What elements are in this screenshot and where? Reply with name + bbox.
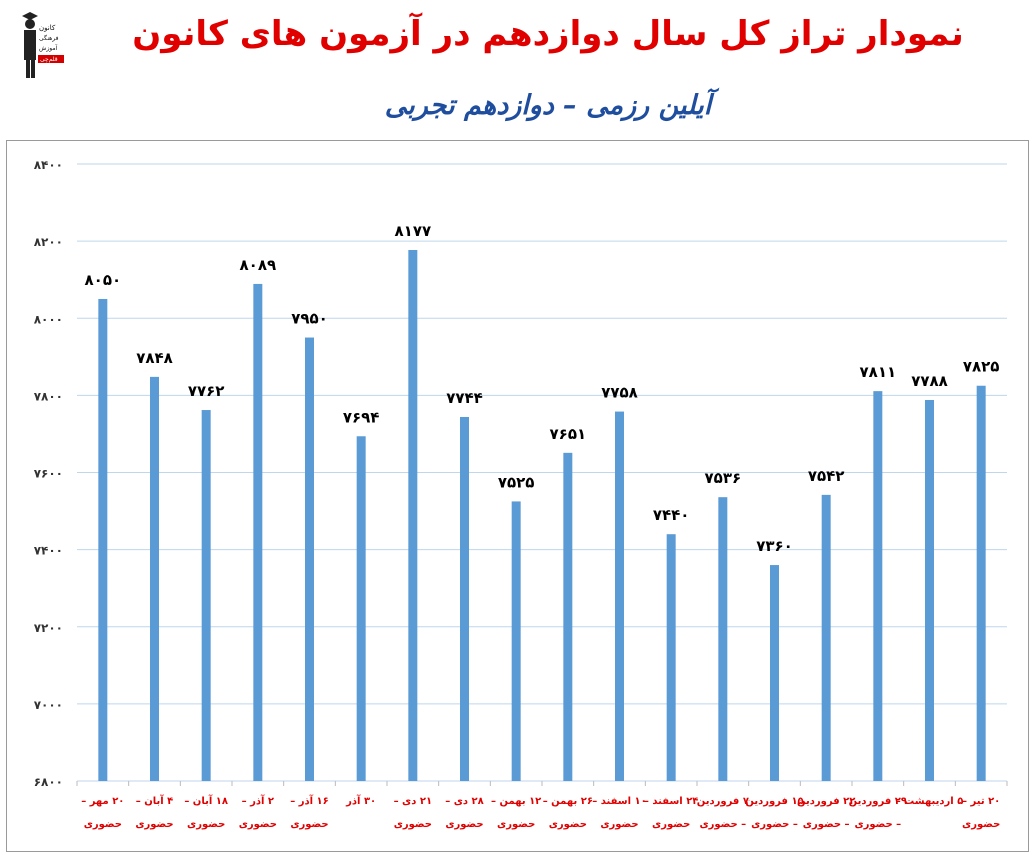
logo-text-1: کانون xyxy=(39,24,56,32)
x-tick-label: حضوری xyxy=(239,819,277,830)
y-tick-label: ۸۴۰۰ xyxy=(34,158,63,172)
x-tick-label: حضوری xyxy=(652,819,690,830)
grid-layer xyxy=(76,163,1008,786)
y-tick-label: ۶۸۰۰ xyxy=(34,775,63,789)
y-tick-label: ۸۰۰۰ xyxy=(34,312,63,326)
x-tick-label: حضوری xyxy=(290,819,328,830)
y-axis-ticks: ۶۸۰۰ ۷۰۰۰ ۷۲۰۰ ۷۴۰۰ ۷۶۰۰ ۷۸۰۰ ۸۰۰۰ ۸۲۰۰ ۸۴۰۰ xyxy=(34,158,63,789)
bar-value-label: ۷۷۸۸ xyxy=(911,372,948,390)
bar xyxy=(511,501,521,781)
bar xyxy=(150,376,159,781)
bar-value-label: ۷۸۱۱ xyxy=(860,363,897,381)
logo-text-4: قلم‌چی xyxy=(40,56,58,63)
bar xyxy=(563,452,573,781)
bar xyxy=(356,436,366,781)
x-tick-label: حضوری xyxy=(187,819,225,830)
bar xyxy=(770,565,779,781)
bar-value-label: ۷۴۴۰ xyxy=(653,506,690,524)
x-tick-label: ۲۶ بهمن – xyxy=(543,796,593,807)
x-tick-label: ۱۲ بهمن – xyxy=(491,796,541,807)
bar-value-label: ۷۵۴۲ xyxy=(808,467,845,485)
bar xyxy=(615,411,624,781)
x-tick-label: ۳۰ آذر xyxy=(345,794,376,807)
bar-value-label: ۸۱۷۷ xyxy=(395,222,432,240)
x-tick-label: ۲۲ فروردین xyxy=(797,796,855,807)
x-tick-label: حضوری xyxy=(497,819,535,830)
bar xyxy=(460,416,469,781)
bar xyxy=(201,410,211,781)
x-tick-label: ۵ اردیبهشت – xyxy=(896,796,964,807)
bar xyxy=(98,298,108,781)
bar-value-label: ۷۶۹۴ xyxy=(343,408,380,426)
x-tick-label: ۲ آذر – xyxy=(242,794,274,807)
bar xyxy=(666,534,676,781)
bar xyxy=(925,400,934,781)
bar-value-label: ۸۰۸۹ xyxy=(240,256,277,274)
chart-frame: ۶۸۰۰ ۷۰۰۰ ۷۲۰۰ ۷۴۰۰ ۷۶۰۰ ۷۸۰۰ ۸۰۰۰ ۸۲۰۰ ۸۴۰۰ ۸۰۵… xyxy=(6,140,1029,852)
bar-value-label: ۷۵۳۶ xyxy=(705,469,742,487)
x-axis-labels: ۲۰ مهر – حضوری ۴ آبان – حضوری ۱۸ آبان – حضوری… xyxy=(81,794,1000,830)
x-tick-label: ۱۰ اسفند – xyxy=(592,796,647,807)
bar xyxy=(821,494,831,781)
chart-subtitle: آیلین رزمی – دوازدهم تجربی xyxy=(384,90,712,121)
bar-value-label: ۷۹۵۰ xyxy=(291,310,328,328)
x-tick-label: – حضوری xyxy=(751,819,798,830)
x-tick-label: حضوری xyxy=(600,819,638,830)
x-tick-label: ۱۸ آبان – xyxy=(184,794,228,807)
y-tick-label: ۷۰۰۰ xyxy=(34,698,63,712)
bar-chart: ۶۸۰۰ ۷۰۰۰ ۷۲۰۰ ۷۴۰۰ ۷۶۰۰ ۷۸۰۰ ۸۰۰۰ ۸۲۰۰ ۸۴۰۰ ۸۰۵… xyxy=(34,158,1008,830)
bar-value-label: ۷۸۲۵ xyxy=(963,358,1000,376)
x-tick-label: ۱۶ آذر – xyxy=(290,794,329,807)
x-tick-label: – حضوری xyxy=(803,819,850,830)
y-tick-label: ۷۸۰۰ xyxy=(34,389,63,403)
bar xyxy=(253,283,263,781)
x-tick-label: حضوری xyxy=(394,819,432,830)
x-tick-label: – حضوری xyxy=(699,819,746,830)
x-tick-label: ۱۵ فروردین xyxy=(745,796,803,807)
kanoon-logo: کانون فرهنگی آموزش قلم‌چی xyxy=(8,10,68,80)
bar-value-label: ۷۵۲۵ xyxy=(498,473,535,491)
bar xyxy=(873,391,883,781)
logo-text-2: فرهنگی xyxy=(39,34,59,42)
bar-value-label: ۷۷۴۴ xyxy=(446,389,483,407)
x-tick-label: ۲۹ فروردین xyxy=(849,796,907,807)
x-tick-label: حضوری xyxy=(84,819,122,830)
value-labels: ۸۰۵۰ ۷۸۴۸ ۷۷۶۲ ۸۰۸۹ ۷۹۵۰ ۷۶۹۴ ۸۱۷۷ ۷۷۴۴ ۷۵۲۵ ۷۶۵۱… xyxy=(85,222,1000,555)
bar xyxy=(305,337,314,781)
bar-value-label: ۷۸۴۸ xyxy=(136,349,173,367)
x-tick-label: ۲۸ دی – xyxy=(445,796,483,807)
chart-title: نمودار تراز کل سال دوازدهم در آزمون های … xyxy=(132,14,964,54)
x-tick-label: ۲۰ مهر – xyxy=(81,796,124,807)
bar-value-label: ۷۷۶۲ xyxy=(188,382,225,400)
x-tick-label: حضوری xyxy=(962,819,1000,830)
y-tick-label: ۷۲۰۰ xyxy=(34,621,63,635)
x-tick-label: ۷ فروردین xyxy=(697,796,749,807)
bar-value-label: ۷۶۵۱ xyxy=(550,425,587,443)
x-tick-label: ۲۴ اسفند – xyxy=(644,796,699,807)
logo-text-3: آموزش xyxy=(39,43,58,52)
bar xyxy=(718,497,728,781)
bar-value-label: ۷۳۶۰ xyxy=(756,537,793,555)
bar xyxy=(976,385,986,781)
y-tick-label: ۷۶۰۰ xyxy=(34,467,63,481)
bar-value-label: ۸۰۵۰ xyxy=(85,271,122,289)
bar xyxy=(408,249,418,781)
y-tick-label: ۸۲۰۰ xyxy=(34,235,63,249)
x-tick-label: حضوری xyxy=(135,819,173,830)
x-tick-label: حضوری xyxy=(445,819,483,830)
bar-value-label: ۷۷۵۸ xyxy=(601,384,638,402)
x-tick-label: – حضوری xyxy=(854,819,901,830)
y-tick-label: ۷۴۰۰ xyxy=(34,544,63,558)
bars xyxy=(98,249,986,781)
x-tick-label: ۲۰ تیر – xyxy=(962,796,1000,807)
x-tick-label: حضوری xyxy=(549,819,587,830)
x-tick-label: ۲۱ دی – xyxy=(394,796,432,807)
x-tick-label: ۴ آبان – xyxy=(136,794,174,807)
